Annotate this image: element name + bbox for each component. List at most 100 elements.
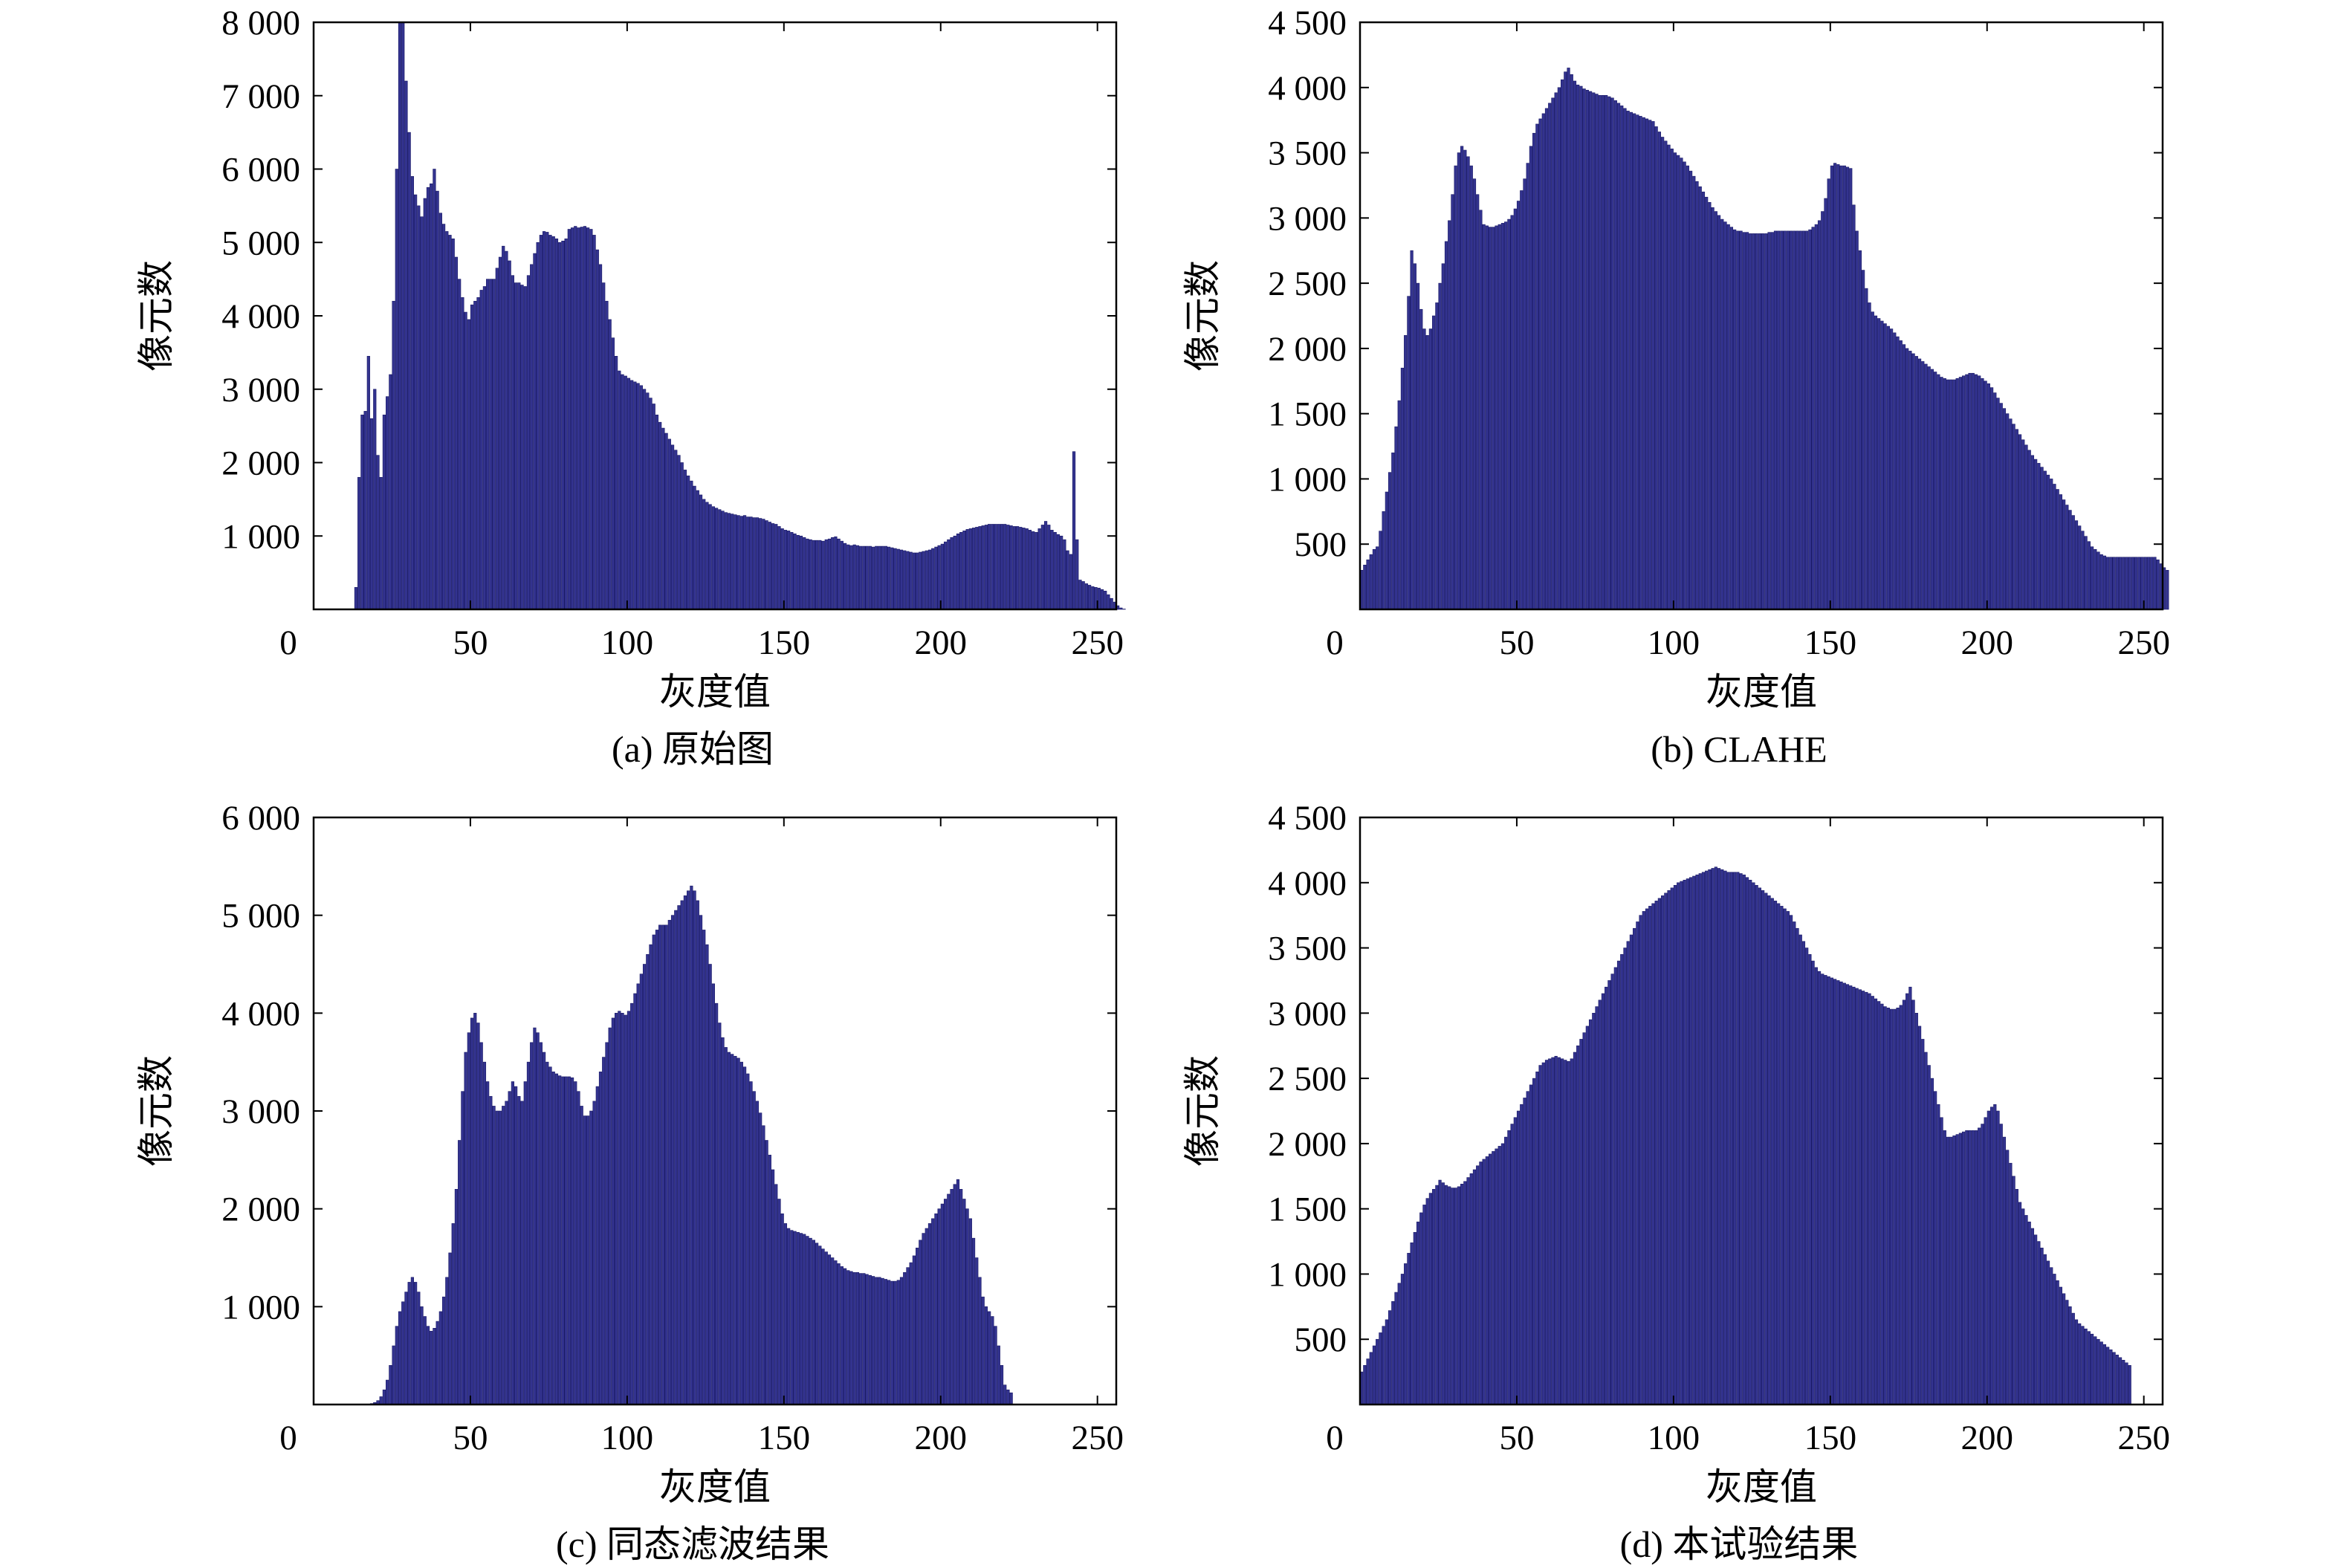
histogram-bar (655, 930, 659, 1405)
histogram-bar (1438, 282, 1442, 610)
y-tick-label: 4 000 (1268, 69, 1347, 108)
histogram-bar (1667, 890, 1671, 1405)
histogram-bar (896, 1280, 900, 1405)
histogram-bar (855, 1271, 860, 1405)
histogram-bar (1955, 378, 1959, 610)
histogram-bar (1006, 1389, 1010, 1405)
histogram-bar (1435, 302, 1439, 610)
histogram-bar (827, 1254, 832, 1405)
histogram-bar (1827, 178, 1830, 610)
histogram-bar (1883, 323, 1887, 610)
histogram-bar (2030, 1228, 2035, 1405)
histogram-bar (545, 232, 549, 610)
histogram-bar (2118, 557, 2123, 610)
histogram-bar (994, 524, 997, 610)
histogram-bar (1657, 898, 1662, 1405)
histogram-bar (959, 1189, 963, 1405)
histogram-bar (618, 1011, 621, 1405)
histogram-bar (1839, 981, 1843, 1405)
histogram-bar (2050, 479, 2053, 610)
histogram-bar (1551, 97, 1555, 610)
histogram-bar (2034, 1234, 2038, 1405)
histogram-bar (2115, 557, 2119, 610)
y-tick-label: 3 500 (1268, 930, 1347, 968)
histogram-bar (774, 1184, 778, 1405)
histogram-bar (2053, 1274, 2056, 1405)
histogram-bar (749, 1081, 753, 1405)
histogram-bar (470, 1017, 474, 1405)
histogram-bar (724, 512, 728, 610)
histogram-bar (1009, 525, 1013, 610)
histogram-bar (1833, 163, 1837, 610)
histogram-bar (1379, 531, 1382, 610)
histogram-bar (639, 973, 643, 1405)
histogram-bar (508, 260, 511, 610)
histogram-bar (899, 549, 904, 610)
histogram-bar (903, 1271, 907, 1405)
histogram-bar (940, 543, 944, 610)
x-tick-label: 150 (1804, 623, 1857, 662)
histogram-bar (768, 522, 771, 610)
histogram-bar (1667, 144, 1671, 610)
histogram-bar (2027, 450, 2031, 610)
histogram-bar (1720, 218, 1724, 610)
histogram-bar (1654, 126, 1658, 610)
histogram-bar (1962, 1131, 1966, 1405)
y-tick-label: 3 000 (1268, 199, 1347, 238)
histogram-bar (2115, 1354, 2119, 1405)
histogram-bar (774, 524, 778, 610)
histogram-bar (991, 1316, 994, 1405)
y-tick-label: 3 000 (221, 1092, 300, 1131)
histogram-bar (577, 227, 580, 610)
histogram-bar (667, 919, 671, 1405)
histogram-bar (1814, 967, 1818, 1405)
histogram-bar (526, 1061, 531, 1405)
histogram-bar (1592, 1013, 1596, 1405)
histogram-bar (846, 544, 850, 610)
histogram-bar (922, 1233, 925, 1405)
histogram-bar (965, 529, 969, 610)
histogram-bar (1808, 954, 1812, 1405)
histogram-bar (1642, 911, 1645, 1405)
histogram-bar (614, 356, 618, 610)
histogram-bar (699, 494, 703, 610)
histogram-bar (561, 240, 565, 610)
histogram-bar (1601, 95, 1605, 610)
histogram-bar (379, 476, 383, 610)
histogram-bar (1482, 1159, 1486, 1405)
histogram-bar (696, 900, 699, 1405)
histogram-bar (893, 548, 897, 610)
histogram-bar (796, 534, 800, 610)
histogram-bar (470, 304, 474, 610)
histogram-bar (542, 1052, 546, 1405)
histogram-bar (1677, 882, 1680, 1405)
histogram-bar (2081, 531, 2085, 610)
histogram-bar (417, 1292, 421, 1405)
histogram-bar (1855, 988, 1859, 1405)
histogram-bar (1648, 906, 1652, 1405)
y-axis-label: 像元数 (1182, 260, 1223, 372)
histogram-bar (1984, 1117, 1987, 1405)
histogram-bar (1688, 877, 1693, 1405)
histogram-bar (959, 532, 963, 610)
histogram-bar (981, 1296, 985, 1405)
histogram-bar (749, 516, 753, 610)
histogram-bar (975, 1257, 979, 1405)
histogram-bar (768, 1154, 771, 1405)
histogram-bar (1821, 211, 1824, 610)
histogram-bar (505, 1101, 508, 1405)
histogram-bar (1047, 525, 1051, 610)
histogram-bar (1924, 1052, 1928, 1405)
histogram-bar (1987, 383, 1990, 610)
histogram-bar (395, 1326, 398, 1405)
y-tick-label: 2 000 (221, 1190, 300, 1229)
histogram-bar (1830, 165, 1834, 610)
histogram-bar (937, 545, 941, 610)
histogram-bar (1899, 340, 1903, 610)
histogram-bar (1404, 1263, 1408, 1405)
histogram-bar (426, 1326, 430, 1405)
histogram-bar (988, 524, 991, 610)
histogram-bar (1645, 908, 1649, 1405)
histogram-bar (1683, 161, 1686, 610)
histogram-bar (1416, 1221, 1420, 1405)
